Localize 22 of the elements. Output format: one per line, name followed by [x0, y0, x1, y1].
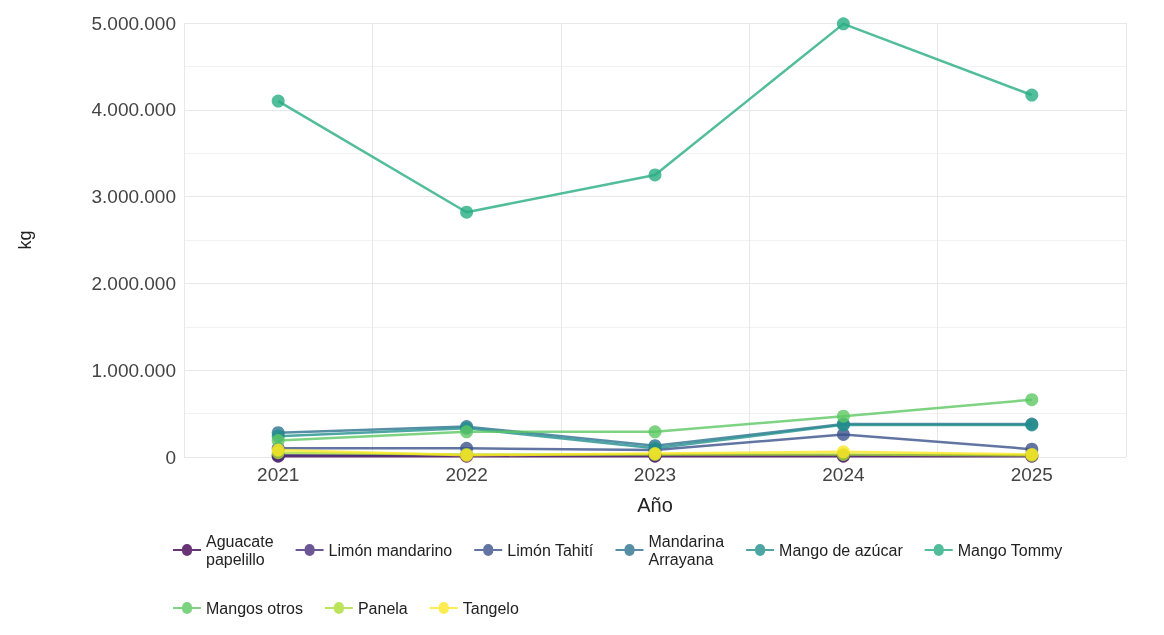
y-tick-label: 5.000.000 [91, 12, 176, 34]
legend-label: Mango de azúcar [779, 541, 904, 559]
y-axis-title: kg [15, 230, 35, 250]
x-tick-label: 2022 [445, 464, 488, 485]
y-tick-label: 1.000.000 [91, 359, 176, 381]
y-tick-label: 2.000.000 [91, 272, 176, 294]
legend-label: Mangos otros [206, 599, 303, 617]
x-axis-title: Año [637, 494, 673, 516]
legend-label: Panela [357, 599, 408, 617]
x-tick-label: 2025 [1010, 464, 1053, 485]
x-tick-label: 2021 [257, 464, 300, 485]
x-tick-label: 2023 [633, 464, 677, 485]
y-tick-label: 0 [165, 446, 176, 468]
legend-label: Tangelo [462, 599, 519, 617]
legend-label: Limón mandarino [328, 541, 453, 559]
y-tick-label: 4.000.000 [91, 99, 176, 121]
x-tick-label: 2024 [822, 464, 865, 485]
legend-label: Mandarina Arrayana [648, 532, 725, 568]
y-tick-label: 3.000.000 [91, 186, 176, 208]
legend-label: Limón Tahití [507, 541, 594, 559]
legend-label: Aguacate papelillo [206, 532, 274, 568]
legend-label: Mango Tommy [957, 541, 1063, 559]
